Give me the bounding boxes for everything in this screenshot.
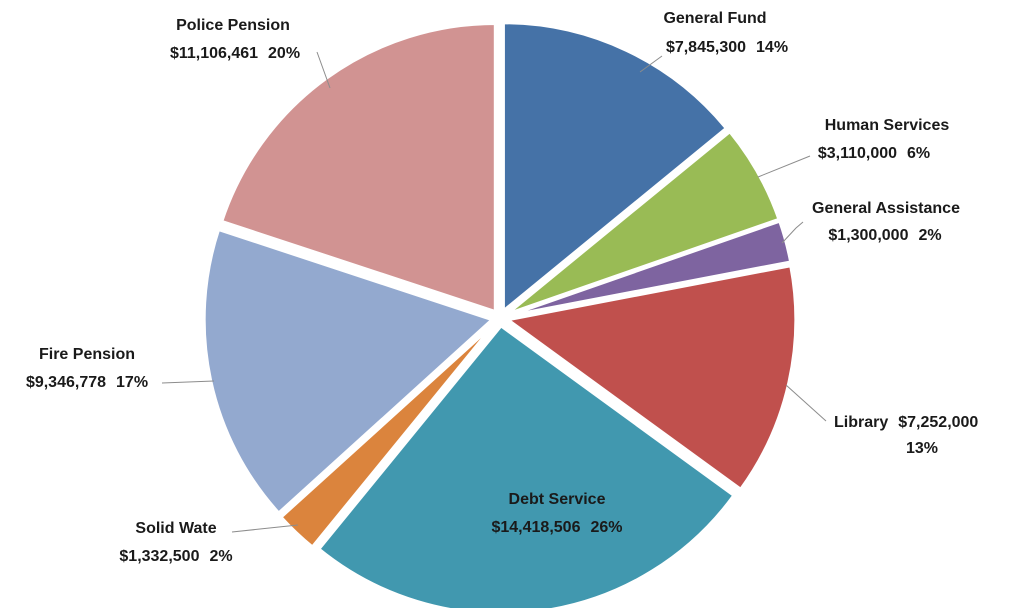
percent-label-general-fund: 14% xyxy=(756,39,788,56)
label-general-fund: General Fund $7,845,300 14% xyxy=(663,10,788,56)
label-fire-pension: Fire Pension $9,346,778 17% xyxy=(26,346,148,391)
slice-label-police-pension: Police Pension xyxy=(176,17,290,34)
pie-slices xyxy=(202,21,798,608)
pie-slice-general-assistance xyxy=(507,219,793,318)
percent-label-fire-pension: 17% xyxy=(116,374,148,391)
leader-lines xyxy=(161,51,827,533)
percent-label-police-pension: 20% xyxy=(268,45,300,62)
value-label-general-assistance: $1,300,000 xyxy=(828,227,908,244)
slice-label-general-assistance: General Assistance xyxy=(812,200,960,217)
leader-line-general-fund xyxy=(639,55,663,73)
leader-line-library xyxy=(785,384,827,422)
slice-label-fire-pension: Fire Pension xyxy=(39,346,135,363)
value-label-human-services: $3,110,000 xyxy=(818,145,897,162)
label-library: Library $7,252,000 13% xyxy=(834,414,978,457)
pie-slice-library xyxy=(504,263,798,492)
label-solid-wate: Solid Wate $1,332,500 2% xyxy=(119,520,232,565)
percent-label-solid-wate: 2% xyxy=(209,548,232,565)
leader-line-general-assistance xyxy=(781,221,804,244)
percent-label-general-assistance: 2% xyxy=(918,227,941,244)
value-label-debt-service: $14,418,506 xyxy=(491,519,580,536)
leader-line-solid-wate xyxy=(231,524,299,533)
label-human-services: Human Services $3,110,000 6% xyxy=(818,117,950,162)
label-debt-service: Debt Service $14,418,506 26% xyxy=(491,491,622,536)
leader-line-police-pension xyxy=(316,51,331,89)
label-general-assistance: General Assistance $1,300,000 2% xyxy=(812,200,960,244)
leader-line-fire-pension xyxy=(161,380,215,384)
slice-label-library: Library xyxy=(834,414,888,431)
pie-slice-human-services xyxy=(506,129,781,316)
percent-label-debt-service: 26% xyxy=(590,519,622,536)
percent-label-human-services: 6% xyxy=(907,145,930,162)
percent-label-library: 13% xyxy=(906,440,938,457)
value-label-solid-wate: $1,332,500 xyxy=(119,548,199,565)
value-label-fire-pension: $9,346,778 xyxy=(26,374,106,391)
slice-label-debt-service: Debt Service xyxy=(509,491,606,508)
slice-label-general-fund: General Fund xyxy=(663,10,766,27)
pie-slice-debt-service xyxy=(316,323,736,608)
slice-label-human-services: Human Services xyxy=(825,117,950,134)
value-label-general-fund: $7,845,300 xyxy=(666,39,746,56)
svg-text:Library$7,252,000: Library $7,252,000 xyxy=(834,414,978,431)
value-label-police-pension: $11,106,461 xyxy=(170,45,258,62)
pie-slice-general-fund xyxy=(501,21,729,314)
pie-slice-solid-wate xyxy=(278,322,496,550)
leader-line-human-services xyxy=(757,155,811,178)
value-label-library: $7,252,000 xyxy=(898,414,978,431)
pie-slice-fire-pension xyxy=(202,227,496,516)
label-police-pension: Police Pension $11,106,461 20% xyxy=(170,17,300,62)
slice-label-solid-wate: Solid Wate xyxy=(135,520,216,537)
